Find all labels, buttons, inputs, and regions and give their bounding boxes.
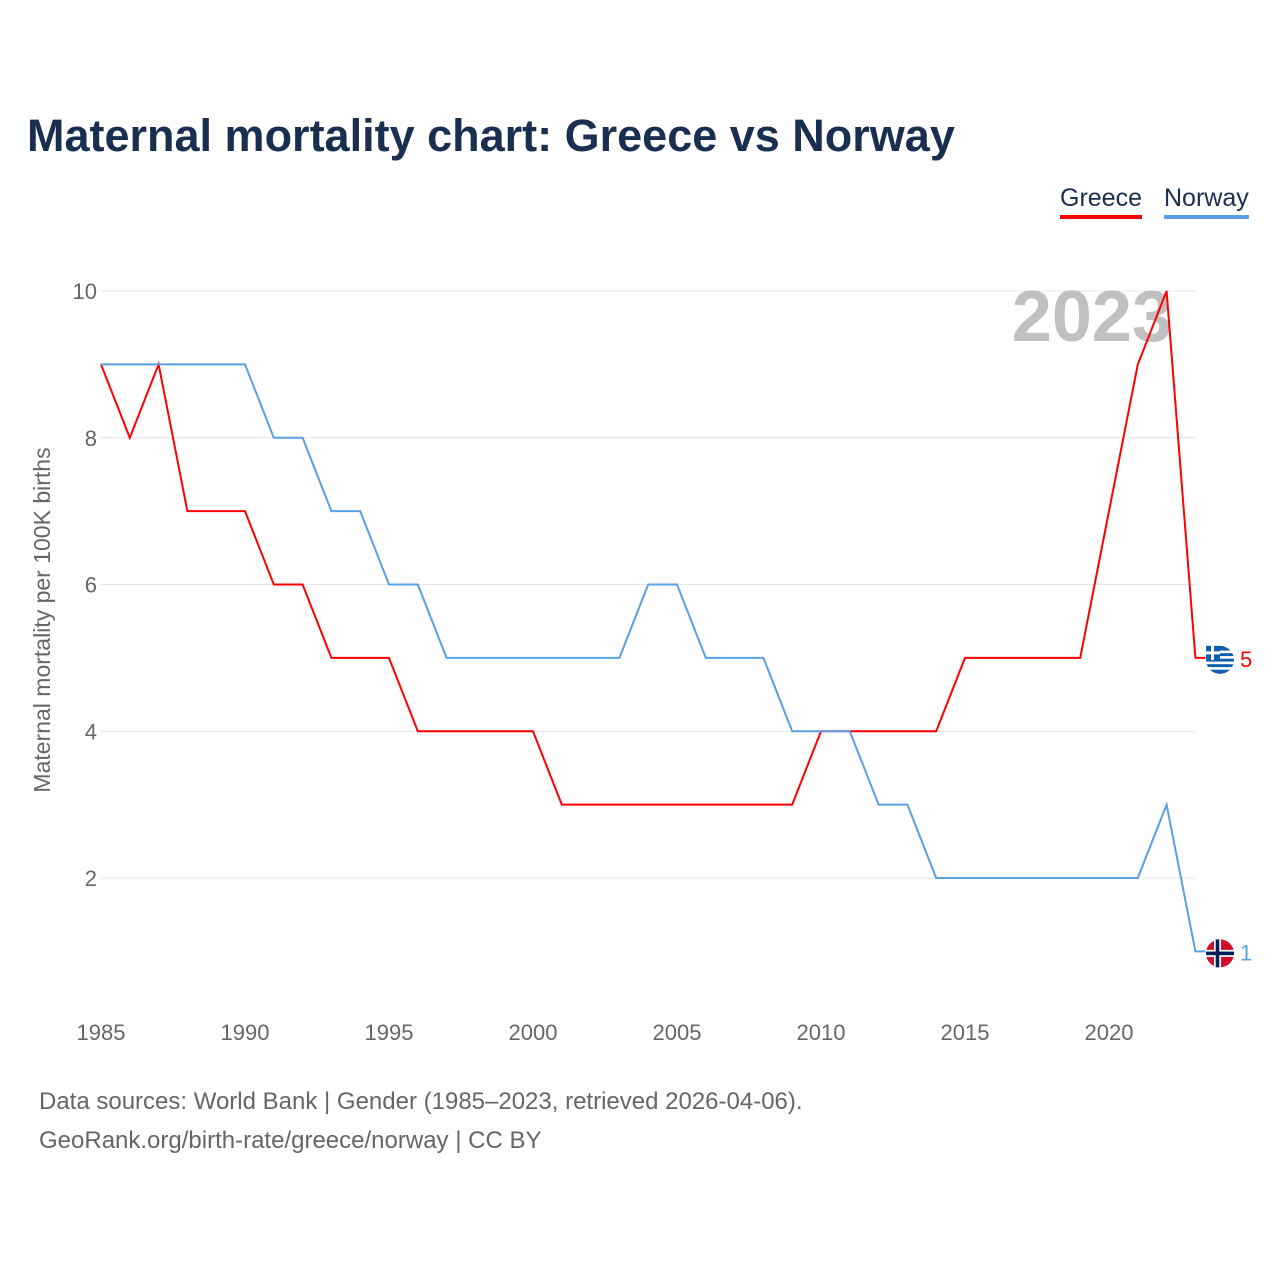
y-tick-label: 10 bbox=[73, 279, 97, 304]
y-tick-label: 6 bbox=[85, 573, 97, 598]
greece-flag-icon bbox=[1206, 645, 1234, 674]
x-tick-label: 1995 bbox=[365, 1020, 414, 1045]
end-value-label: 1 bbox=[1240, 940, 1252, 965]
x-tick-label: 2000 bbox=[509, 1020, 558, 1045]
x-tick-label: 1985 bbox=[77, 1020, 126, 1045]
x-tick-label: 2010 bbox=[797, 1020, 846, 1045]
y-tick-label: 2 bbox=[85, 866, 97, 891]
x-tick-label: 1990 bbox=[221, 1020, 270, 1045]
footer-sources: Data sources: World Bank | Gender (1985–… bbox=[39, 1088, 803, 1115]
norway-flag-icon bbox=[1206, 939, 1234, 968]
y-tick-label: 4 bbox=[85, 719, 97, 744]
legend-norway[interactable]: Norway bbox=[1164, 184, 1249, 219]
end-value-label: 5 bbox=[1240, 647, 1252, 672]
y-axis-label: Maternal mortality per 100K births bbox=[29, 447, 55, 792]
chart-title: Maternal mortality chart: Greece vs Norw… bbox=[27, 110, 955, 161]
x-tick-label: 2015 bbox=[941, 1020, 990, 1045]
year-watermark: 2023 bbox=[1012, 277, 1172, 357]
x-tick-label: 2005 bbox=[653, 1020, 702, 1045]
footer-attribution: GeoRank.org/birth-rate/greece/norway | C… bbox=[39, 1127, 542, 1154]
legend-greece[interactable]: Greece bbox=[1060, 184, 1142, 219]
y-tick-label: 8 bbox=[85, 426, 97, 451]
x-tick-label: 2020 bbox=[1085, 1020, 1134, 1045]
series-line-greece bbox=[100, 290, 1206, 806]
series-line-norway bbox=[101, 363, 1206, 953]
